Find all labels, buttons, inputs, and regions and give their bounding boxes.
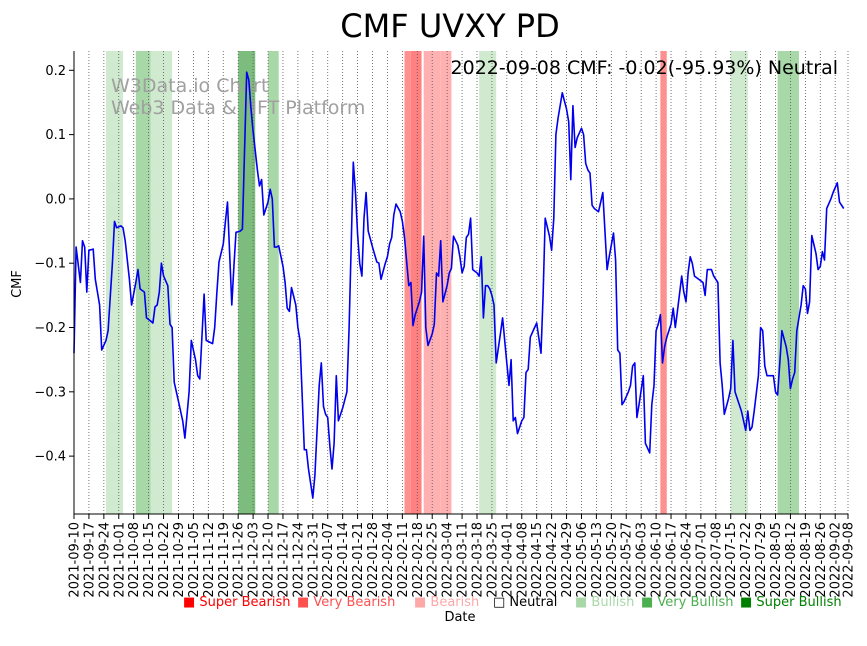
region-5	[404, 51, 411, 514]
x-tick-label-10: 2021-11-19	[217, 522, 232, 598]
x-tick-label-30: 2022-04-08	[515, 522, 530, 598]
y-tick-label-2: 0.0	[45, 192, 66, 207]
x-tick-label-16: 2021-12-31	[306, 522, 321, 598]
x-tick-label-17: 2022-01-07	[321, 522, 336, 598]
x-tick-label-4: 2021-10-08	[127, 522, 142, 598]
x-tick-label-37: 2022-05-27	[620, 522, 635, 598]
x-tick-label-25: 2022-03-04	[441, 522, 456, 598]
x-axis-label: Date	[444, 610, 475, 625]
region-11	[730, 51, 748, 514]
y-ticks: 0.2 0.1 0.0 −0.1 −0.2 −0.3 −0.4	[34, 64, 74, 465]
region-10	[660, 51, 667, 514]
x-tick-label-19: 2022-01-21	[351, 522, 366, 598]
x-tick-label-7: 2021-10-29	[172, 522, 187, 598]
region-3	[238, 51, 256, 514]
region-8	[440, 51, 452, 514]
axes	[73, 51, 848, 515]
region-4	[268, 51, 279, 514]
x-tick-label-8: 2021-11-05	[187, 522, 202, 598]
x-tick-label-34: 2022-05-06	[575, 522, 590, 598]
series-line-0	[73, 71, 845, 499]
x-tick-label-0: 2021-09-10	[68, 522, 83, 598]
region-2	[150, 51, 173, 514]
legend: ■ Super Bearish ■ Very Bearish ■ Bearish □ …	[183, 595, 842, 610]
y-tick-label-4: −0.2	[34, 321, 66, 336]
x-tick-label-31: 2022-04-15	[530, 522, 545, 598]
x-tick-label-36: 2022-05-20	[605, 522, 620, 598]
legend-item-4: ■ Bullish	[575, 595, 634, 610]
legend-item-5: ■ Very Bullish	[641, 595, 733, 610]
x-tick-label-12: 2021-12-03	[247, 522, 262, 598]
x-tick-label-28: 2022-03-25	[485, 522, 500, 598]
x-tick-label-23: 2022-02-18	[411, 522, 426, 598]
x-tick-label-24: 2022-02-25	[426, 522, 441, 598]
watermark-line-1: W3Data.io Chart	[111, 75, 268, 97]
chart-title: CMF UVXY PD	[340, 7, 559, 45]
x-tick-label-49: 2022-08-19	[799, 522, 814, 598]
x-ticks: 2021-09-10 2021-09-17 2021-09-24 2021-10-01…	[68, 514, 857, 598]
watermark-line-2: Web3 Data & NFT Platform	[111, 97, 365, 119]
x-tick-label-1: 2021-09-17	[82, 522, 97, 598]
x-tick-label-15: 2021-12-24	[291, 522, 306, 598]
x-tick-label-38: 2022-06-03	[635, 522, 650, 598]
series-layer	[73, 71, 845, 499]
x-tick-label-14: 2021-12-17	[276, 522, 291, 598]
region-0	[105, 51, 124, 514]
region-6	[410, 51, 422, 514]
y-tick-label-0: 0.2	[45, 64, 66, 79]
chart-annotation: 2022-09-08 CMF: -0.02(-95.93%) Neutral	[451, 57, 838, 79]
x-tick-label-29: 2022-04-01	[500, 522, 515, 598]
x-tick-label-5: 2021-10-15	[142, 522, 157, 598]
x-tick-label-48: 2022-08-12	[784, 522, 799, 598]
legend-item-2: ■ Bearish	[414, 595, 479, 610]
x-tick-label-18: 2022-01-14	[336, 522, 351, 598]
x-tick-label-11: 2021-11-26	[232, 522, 247, 598]
x-tick-label-39: 2022-06-10	[650, 522, 665, 598]
region-9	[479, 51, 497, 514]
y-tick-label-6: −0.4	[34, 450, 66, 465]
x-tick-label-13: 2021-12-10	[262, 522, 277, 598]
region-12	[777, 51, 799, 514]
legend-item-1: ■ Very Bearish	[297, 595, 395, 610]
x-tick-label-6: 2021-10-22	[157, 522, 172, 598]
x-tick-label-45: 2022-07-22	[739, 522, 754, 598]
x-tick-label-40: 2022-06-17	[665, 522, 680, 598]
watermark: W3Data.io Chart Web3 Data & NFT Platform	[111, 75, 365, 119]
x-tick-label-27: 2022-03-18	[470, 522, 485, 598]
grid	[73, 51, 849, 514]
x-tick-label-35: 2022-05-13	[590, 522, 605, 598]
x-tick-label-33: 2022-04-29	[560, 522, 575, 598]
legend-item-6: ■ Super Bullish	[740, 595, 842, 610]
legend-item-0: ■ Super Bearish	[183, 595, 291, 610]
x-tick-label-47: 2022-08-05	[769, 522, 784, 598]
x-tick-label-44: 2022-07-15	[724, 522, 739, 598]
y-tick-label-5: −0.3	[34, 385, 66, 400]
legend-item-3: □ Neutral	[493, 595, 557, 610]
x-tick-label-43: 2022-07-08	[709, 522, 724, 598]
x-tick-label-50: 2022-08-26	[814, 522, 829, 598]
y-tick-label-1: 0.1	[45, 128, 66, 143]
x-tick-label-21: 2022-02-04	[381, 522, 396, 598]
x-tick-label-9: 2021-11-12	[202, 522, 217, 598]
region-1	[135, 51, 151, 514]
shaded-regions	[105, 51, 799, 514]
y-axis-label: CMF	[10, 270, 25, 298]
x-tick-label-42: 2022-07-01	[694, 522, 709, 598]
x-tick-label-26: 2022-03-11	[456, 522, 471, 598]
y-tick-label-3: −0.1	[34, 257, 66, 272]
x-tick-label-3: 2021-10-01	[112, 522, 127, 598]
x-tick-label-32: 2022-04-22	[545, 522, 560, 598]
x-tick-label-51: 2022-09-02	[829, 522, 844, 598]
x-tick-label-52: 2022-09-08	[842, 522, 857, 598]
x-tick-label-46: 2022-07-29	[754, 522, 769, 598]
x-tick-label-22: 2022-02-11	[396, 522, 411, 598]
x-tick-label-41: 2022-06-24	[679, 522, 694, 598]
x-tick-label-2: 2021-09-24	[97, 522, 112, 598]
x-tick-label-20: 2022-01-28	[366, 522, 381, 598]
